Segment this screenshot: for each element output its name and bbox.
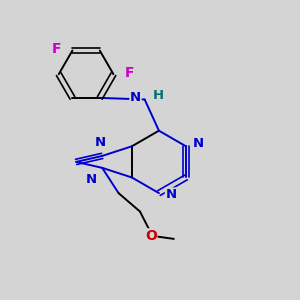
Text: H: H	[153, 89, 164, 102]
Text: N: N	[130, 91, 141, 103]
Text: N: N	[193, 137, 204, 150]
Text: F: F	[125, 66, 134, 80]
Text: N: N	[166, 188, 177, 201]
Text: N: N	[86, 173, 97, 186]
Text: N: N	[95, 136, 106, 149]
Text: O: O	[145, 229, 157, 243]
Text: F: F	[52, 42, 61, 56]
